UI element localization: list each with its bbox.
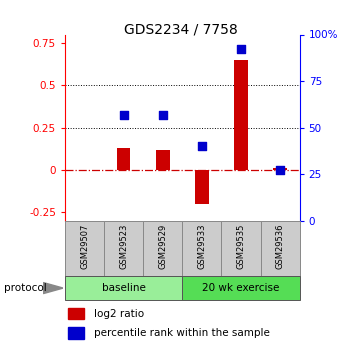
- Text: protocol: protocol: [4, 283, 46, 293]
- Text: GSM29533: GSM29533: [197, 224, 206, 269]
- Bar: [182, 221, 221, 276]
- Point: [277, 168, 283, 173]
- Bar: [68, 327, 84, 339]
- Bar: [221, 221, 261, 276]
- Bar: [261, 221, 300, 276]
- Text: GSM29507: GSM29507: [80, 224, 89, 269]
- Text: GSM29536: GSM29536: [275, 224, 284, 269]
- Bar: [143, 221, 182, 276]
- Bar: [68, 308, 84, 319]
- Point: [238, 47, 244, 52]
- Text: GDS2234 / 7758: GDS2234 / 7758: [123, 22, 238, 37]
- Point: [160, 112, 166, 117]
- Text: baseline: baseline: [102, 283, 145, 293]
- Bar: [104, 221, 143, 276]
- Text: GSM29529: GSM29529: [158, 224, 167, 269]
- Polygon shape: [43, 283, 63, 294]
- Point: [121, 112, 126, 117]
- Text: GSM29523: GSM29523: [119, 224, 128, 269]
- Bar: [65, 276, 182, 300]
- Bar: [65, 221, 104, 276]
- Bar: [234, 60, 248, 170]
- Text: GSM29535: GSM29535: [236, 224, 245, 269]
- Bar: [156, 150, 170, 170]
- Text: 20 wk exercise: 20 wk exercise: [202, 283, 280, 293]
- Point: [199, 144, 205, 149]
- Text: log2 ratio: log2 ratio: [94, 308, 144, 318]
- Bar: [117, 148, 130, 170]
- Text: percentile rank within the sample: percentile rank within the sample: [94, 328, 270, 338]
- Bar: [195, 170, 209, 204]
- Bar: [182, 276, 300, 300]
- Bar: [273, 168, 287, 170]
